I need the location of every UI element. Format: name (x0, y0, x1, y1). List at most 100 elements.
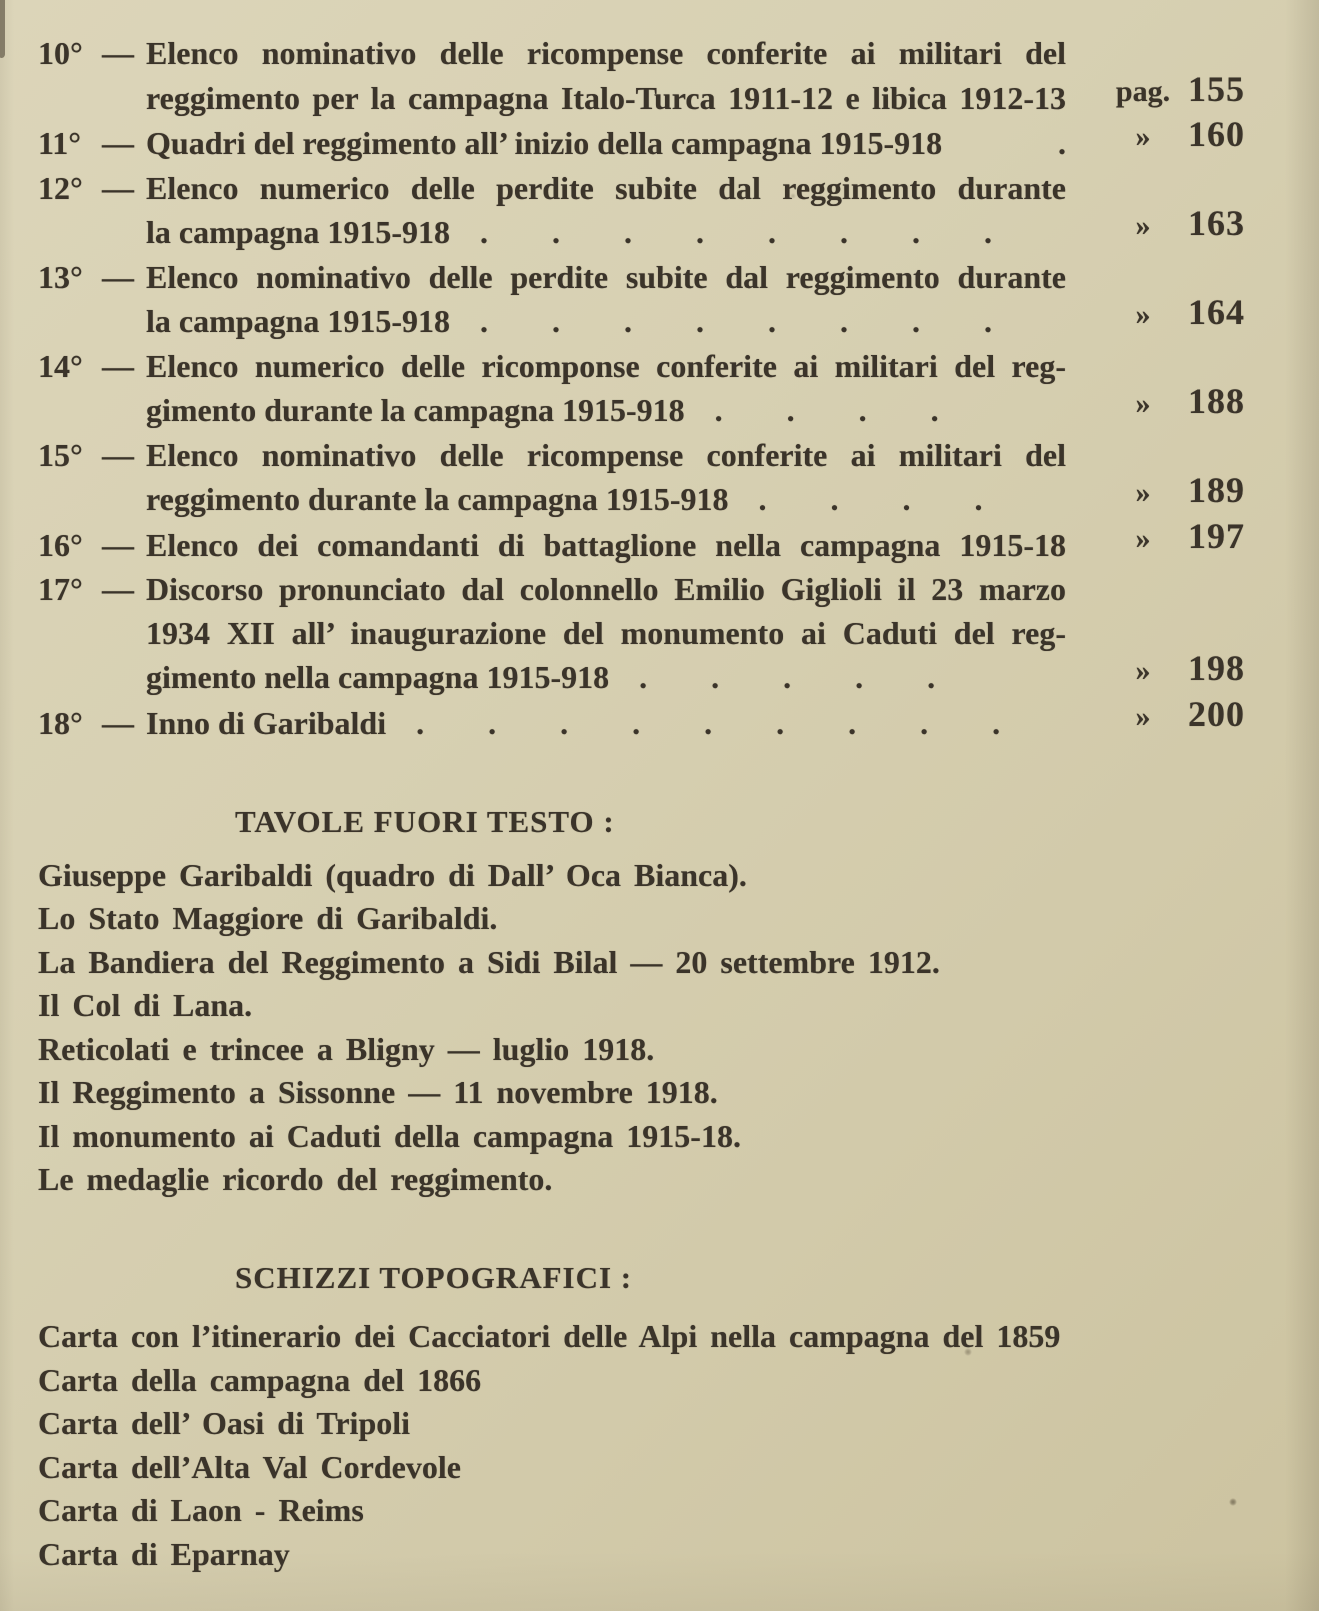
sketches-section: SCHIZZI TOPOGRAFICI : Carta con l’itiner… (38, 1256, 1245, 1577)
leader-dots: . . . . . . . . (480, 303, 992, 339)
entry-dash: — (102, 258, 134, 295)
page-ref-label: » (1135, 476, 1151, 509)
entry-text: Elenco dei comandanti di battaglione nel… (146, 526, 1066, 563)
entry-text: gimento nella campagna 1915-918 (146, 659, 610, 695)
toc-line: 10° — Elenco nominativo delle ricompense … (38, 32, 1245, 76)
plate-item: La Bandiera del Reggimento a Sidi Bilal … (38, 943, 940, 980)
page-ref: » 198 (1066, 647, 1245, 693)
page-number: 163 (1188, 203, 1245, 243)
entry-text: Elenco nominativo delle ricompense confe… (146, 436, 1066, 473)
plate-item: Reticolati e trincee a Bligny — luglio 1… (38, 1030, 655, 1067)
page-ref: pag. 155 (1066, 68, 1245, 114)
page-ref: » 164 (1066, 291, 1245, 337)
toc-line: gimento nella campagna 1915-918 . . . . .… (38, 648, 1245, 701)
plate-item: Il Reggimento a Sissonne — 11 novembre 1… (38, 1074, 718, 1110)
page-number: 188 (1188, 381, 1245, 421)
sketch-item: Carta di Laon - Reims (38, 1492, 364, 1528)
plate-item: Giuseppe Garibaldi (quadro di Dall’ Oca … (38, 856, 747, 893)
entry-text: Elenco numerico delle ricomponse conferi… (146, 347, 1066, 384)
leader-dots: . . . . . (639, 659, 936, 695)
page-ref-label: » (1135, 521, 1151, 555)
toc-line: reggimento durante la campagna 1915-918.… (38, 470, 1245, 523)
page-number: 197 (1188, 515, 1245, 556)
leader-dots: . . . . (758, 481, 983, 517)
entry-text: la campagna 1915-918 (146, 303, 450, 339)
toc-line: 1934 XII all’ inaugurazione del monument… (38, 612, 1245, 656)
entry-number: 11° (38, 125, 82, 161)
page-ref-label: » (1135, 298, 1151, 331)
entry-text: 1934 XII all’ inaugurazione del monument… (146, 614, 1066, 651)
entry-text: Elenco nominativo delle perdite subite d… (146, 258, 1066, 295)
entry-dash: — (102, 704, 134, 741)
entry-number: 13° (38, 258, 83, 295)
toc-line: 13° — Elenco nominativo delle perdite sub… (38, 256, 1245, 300)
plate-item: Lo Stato Maggiore di Garibaldi. (38, 900, 498, 936)
entry-number: 10° (38, 35, 83, 71)
page-ref: » 188 (1066, 380, 1245, 426)
entry-number: 14° (38, 347, 83, 384)
page-edge-smudge (0, 0, 5, 58)
page-number: 164 (1188, 292, 1245, 332)
page-ref: » 160 (1066, 113, 1245, 159)
entry-number: 15° (38, 436, 83, 473)
entry-text: Discorso pronunciato dal colonnello Emil… (146, 571, 1066, 607)
plate-item: Le medaglie ricordo del reggimento. (38, 1161, 553, 1197)
entry-text: Elenco numerico delle perdite subite dal… (146, 169, 1066, 206)
leader-dots: . (1058, 125, 1066, 161)
entry-number: 12° (38, 169, 83, 206)
section-heading: TAVOLE FUORI TESTO : (235, 804, 615, 839)
page-ref-label: » (1135, 387, 1151, 420)
toc-line: 11° — Quadri del reggimento all’ inizio d… (38, 114, 1245, 167)
toc-line: la campagna 1915-918 . . . . . . . . » 163 (38, 203, 1245, 256)
entry-text: reggimento durante la campagna 1915-918 (146, 481, 729, 517)
toc-line: 18° — Inno di Garibaldi. . . . . . . . . … (38, 694, 1245, 747)
toc-line: 14° — Elenco numerico delle ricomponse co… (38, 345, 1245, 389)
page-ref: » 200 (1066, 693, 1245, 739)
page-ref-label: pag. (1115, 74, 1171, 108)
sketch-item: Carta con l’itinerario dei Cacciatori de… (38, 1318, 1061, 1354)
leader-dots: . . . . . . . . (480, 214, 992, 250)
page-ref-label: » (1135, 654, 1151, 687)
page-ref: » 197 (1066, 515, 1245, 561)
page-ref: » 189 (1066, 469, 1245, 515)
plates-section: TAVOLE FUORI TESTO : Giuseppe Garibaldi … (38, 800, 1245, 1202)
page-ref-label: » (1135, 120, 1151, 153)
entry-text: la campagna 1915-918 (146, 214, 450, 250)
sketch-item: Carta della campagna del 1866 (38, 1361, 482, 1398)
page-number: 155 (1188, 68, 1245, 109)
entry-dash: — (102, 436, 134, 473)
plate-item: Il monumento ai Caduti della campagna 19… (38, 1117, 741, 1154)
leader-dots: . . . . . . . . . (416, 704, 1001, 741)
page-ref: » 163 (1066, 202, 1245, 248)
entry-dash: — (102, 125, 134, 161)
table-of-contents: 10° — Elenco nominativo delle ricompense … (38, 32, 1245, 746)
entry-text: Elenco nominativo delle ricompense confe… (146, 35, 1066, 71)
toc-line: gimento durante la campagna 1915-918 . . … (38, 381, 1245, 434)
entry-number: 18° (38, 704, 83, 741)
page-ref-label: » (1135, 699, 1151, 733)
entry-text: reggimento per la campagna Italo-Turca 1… (146, 79, 1066, 116)
page-number: 189 (1188, 470, 1245, 510)
toc-line: 12° — Elenco numerico delle perdite subit… (38, 167, 1245, 211)
page-number: 160 (1188, 114, 1245, 154)
sketch-item: Carta di Eparnay (38, 1535, 290, 1572)
page-number: 200 (1188, 693, 1245, 734)
entry-text: Quadri del reggimento all’ inizio della … (146, 125, 943, 161)
entry-dash: — (102, 347, 134, 384)
page-ref-label: » (1135, 209, 1151, 242)
toc-line: 15° — Elenco nominativo delle ricompense … (38, 434, 1245, 478)
leader-dots: . . . . (714, 392, 939, 428)
page-number: 198 (1188, 648, 1245, 688)
sketch-item: Carta dell’Alta Val Cordevole (38, 1448, 461, 1485)
entry-dash: — (102, 169, 134, 206)
toc-line: la campagna 1915-918 . . . . . . . . » 164 (38, 292, 1245, 345)
plate-item: Il Col di Lana. (38, 987, 253, 1023)
sketch-item: Carta dell’ Oasi di Tripoli (38, 1405, 411, 1441)
entry-text: Inno di Garibaldi (146, 704, 387, 741)
entry-number: 16° (38, 526, 83, 563)
entry-dash: — (102, 35, 134, 71)
section-heading: SCHIZZI TOPOGRAFICI : (235, 1259, 633, 1295)
toc-line: 17° — Discorso pronunciato dal colonnello… (38, 568, 1245, 612)
toc-line: 16° — Elenco dei comandanti di battaglion… (38, 516, 1245, 569)
